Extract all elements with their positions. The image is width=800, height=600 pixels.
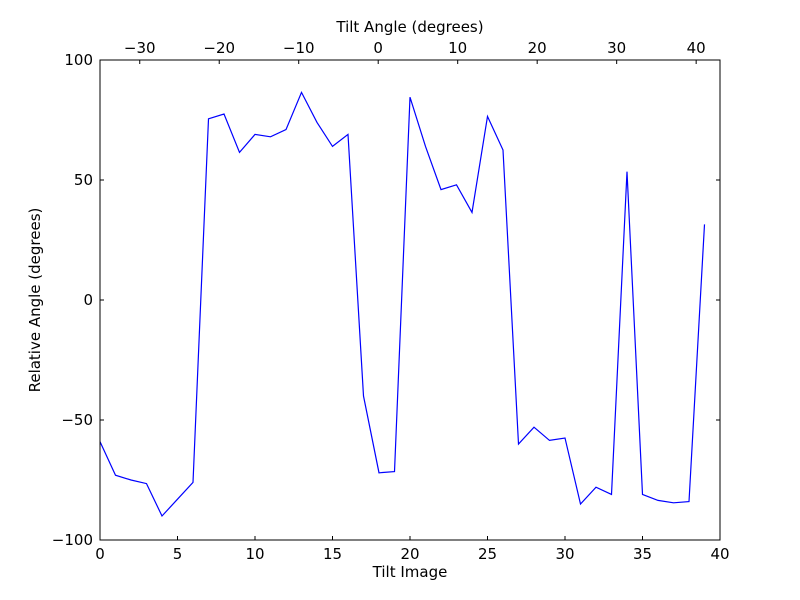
x-tick-label: 25 bbox=[478, 545, 497, 563]
y-tick-label: 100 bbox=[64, 51, 93, 69]
top-x-tick-label: 20 bbox=[528, 39, 547, 57]
x-tick-label: 0 bbox=[95, 545, 105, 563]
x-tick-label: 30 bbox=[555, 545, 574, 563]
x-tick-label: 10 bbox=[245, 545, 264, 563]
axis-tick-labels: 0 5 10 15 20 25 30 35 40−30 −20 −10 0 10 20 30 40−100−5… bbox=[52, 39, 730, 563]
x-tick-label: 15 bbox=[323, 545, 342, 563]
series-line bbox=[99, 90, 706, 518]
y-tick-label: 50 bbox=[74, 171, 93, 189]
y-tick-label: 0 bbox=[83, 291, 93, 309]
top-x-tick-label: 10 bbox=[448, 39, 467, 57]
x-tick-label: 20 bbox=[400, 545, 419, 563]
top-x-tick-label: 30 bbox=[607, 39, 626, 57]
x-tick-label: 35 bbox=[633, 545, 652, 563]
x-axis-title: Tilt Image bbox=[372, 563, 448, 581]
y-tick-label: −100 bbox=[52, 531, 93, 549]
x-tick-label: 40 bbox=[710, 545, 729, 563]
top-x-tick-label: −10 bbox=[283, 39, 315, 57]
top-x-tick-label: 40 bbox=[687, 39, 706, 57]
plot-frame bbox=[99, 59, 721, 541]
top-x-tick-label: −20 bbox=[203, 39, 235, 57]
top-x-tick-label: −30 bbox=[124, 39, 156, 57]
y-axis-title: Relative Angle (degrees) bbox=[26, 208, 44, 393]
top-x-tick-label: 0 bbox=[373, 39, 383, 57]
y-tick-label: −50 bbox=[61, 411, 93, 429]
top-axis-title: Tilt Angle (degrees) bbox=[335, 18, 483, 36]
x-tick-label: 5 bbox=[173, 545, 183, 563]
plot-background bbox=[100, 60, 720, 540]
